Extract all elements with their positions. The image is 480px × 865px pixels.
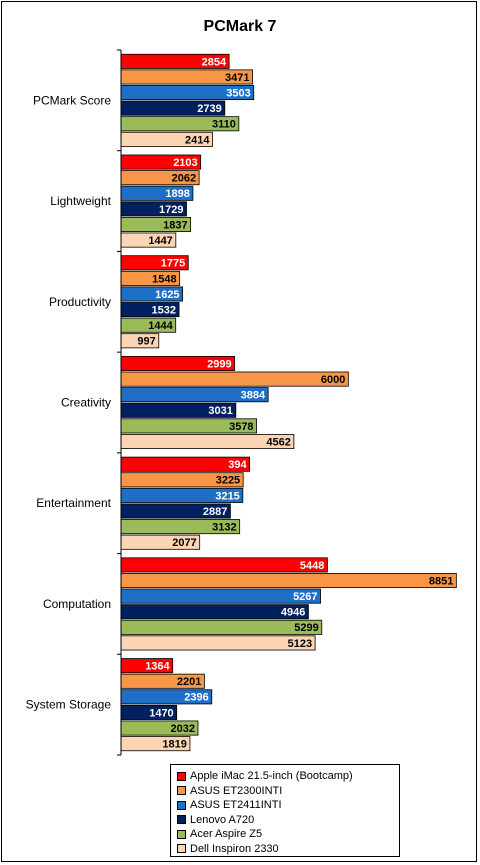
bar-value-label: 2396 (184, 692, 208, 704)
legend-swatch (177, 815, 186, 825)
bar-value-label: 3225 (216, 475, 240, 487)
bar-value-label: 5267 (293, 591, 317, 603)
bar (120, 635, 316, 651)
legend-label: Acer Aspire Z5 (190, 828, 263, 841)
bar-value-label: 3215 (215, 490, 239, 502)
bar-value-label: 1837 (163, 219, 187, 231)
bar (120, 588, 321, 604)
legend-entry: Acer Aspire Z5 (177, 827, 399, 842)
bar-value-label: 3884 (241, 390, 266, 402)
bar-value-label: 2414 (185, 134, 210, 146)
legend: Apple iMac 21.5-inch (Bootcamp) ASUS ET23… (170, 764, 400, 857)
bar-value-label: 3132 (212, 522, 236, 534)
bar (120, 371, 349, 387)
category-label: Creativity (61, 396, 111, 410)
category-label: System Storage (26, 698, 112, 712)
bar-value-label: 1548 (152, 273, 176, 285)
bar-value-label: 1447 (148, 235, 172, 247)
bar-value-label: 2032 (171, 723, 195, 735)
bar-value-label: 8851 (429, 575, 453, 587)
legend-swatch (177, 800, 186, 810)
bar-value-label: 1729 (159, 204, 183, 216)
bar-value-label: 3578 (229, 421, 253, 433)
legend-label: Dell Inspiron 2330 (190, 842, 279, 855)
legend-entry: Apple iMac 21.5-inch (Bootcamp) (177, 769, 399, 784)
bar-value-label: 2999 (207, 358, 231, 370)
bar-value-label: 997 (137, 336, 155, 348)
legend-label: ASUS ET2411INTI (190, 799, 282, 812)
bar-value-label: 1625 (155, 289, 179, 301)
bar-value-label: 2077 (172, 537, 196, 549)
bar-value-label: 2739 (197, 103, 221, 115)
bar-value-label: 1898 (165, 188, 189, 200)
bar-value-label: 1364 (145, 661, 170, 673)
category-label: PCMark Score (33, 93, 111, 107)
legend-entry: Lenovo A720 (177, 813, 399, 828)
legend-swatch (177, 786, 186, 796)
bar-value-label: 5299 (294, 622, 318, 634)
legend-swatch (177, 844, 186, 854)
legend-label: Lenovo A720 (190, 813, 255, 826)
legend-label: ASUS ET2300INTI (190, 784, 283, 797)
bar-value-label: 2201 (177, 676, 201, 688)
bar (120, 619, 323, 635)
bar-value-label: 1444 (148, 320, 173, 332)
bar-value-label: 3471 (225, 72, 249, 84)
category-label: Computation (43, 597, 111, 611)
category-label: Productivity (49, 295, 111, 309)
bar-value-label: 1532 (152, 304, 176, 316)
bar (120, 557, 328, 573)
bar-value-label: 394 (228, 459, 247, 471)
legend-entry: Dell Inspiron 2330 (177, 842, 399, 857)
category-label: Entertainment (36, 496, 111, 510)
bar-value-label: 4562 (266, 436, 290, 448)
bar-value-label: 4946 (281, 607, 305, 619)
chart-title: PCMark 7 (203, 18, 277, 35)
bar-value-label: 5123 (288, 638, 312, 650)
legend-entry: ASUS ET2411INTI (177, 798, 399, 813)
legend-swatch (177, 829, 186, 839)
bar-value-label: 1470 (149, 707, 173, 719)
bar-value-label: 2887 (203, 506, 227, 518)
bar-value-label: 1775 (161, 258, 185, 270)
bar-value-label: 3503 (226, 87, 250, 99)
bar-value-label: 3031 (208, 405, 232, 417)
bar-value-label: 5448 (300, 560, 324, 572)
bar-value-label: 2062 (172, 173, 196, 185)
bar-value-label: 2854 (202, 56, 227, 68)
bar (120, 573, 457, 589)
bar-value-label: 6000 (321, 374, 345, 386)
category-label: Lightweight (50, 194, 111, 208)
legend-entry: ASUS ET2300INTI (177, 784, 399, 799)
legend-label: Apple iMac 21.5-inch (Bootcamp) (190, 770, 353, 783)
bar-value-label: 2103 (173, 157, 197, 169)
bar-value-label: 1819 (162, 739, 186, 751)
legend-swatch (177, 771, 186, 781)
bar-value-label: 3110 (212, 119, 236, 131)
